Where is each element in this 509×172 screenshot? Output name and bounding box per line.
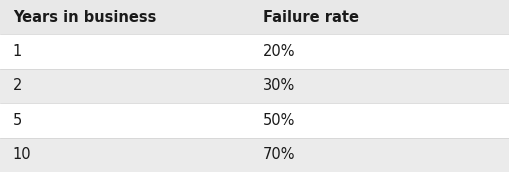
Text: 30%: 30% (262, 78, 294, 93)
Text: 70%: 70% (262, 147, 295, 162)
Text: 50%: 50% (262, 113, 294, 128)
Bar (0, 34, 509, 68)
Bar (0, 103, 509, 137)
Text: 1: 1 (13, 44, 22, 59)
Text: 10: 10 (13, 147, 32, 162)
Text: 2: 2 (13, 78, 22, 93)
Bar (0, 0, 509, 34)
Text: 5: 5 (13, 113, 22, 128)
Text: Failure rate: Failure rate (262, 9, 358, 24)
Text: 20%: 20% (262, 44, 295, 59)
Bar (0, 137, 509, 172)
Bar (0, 68, 509, 103)
Text: Years in business: Years in business (13, 9, 156, 24)
